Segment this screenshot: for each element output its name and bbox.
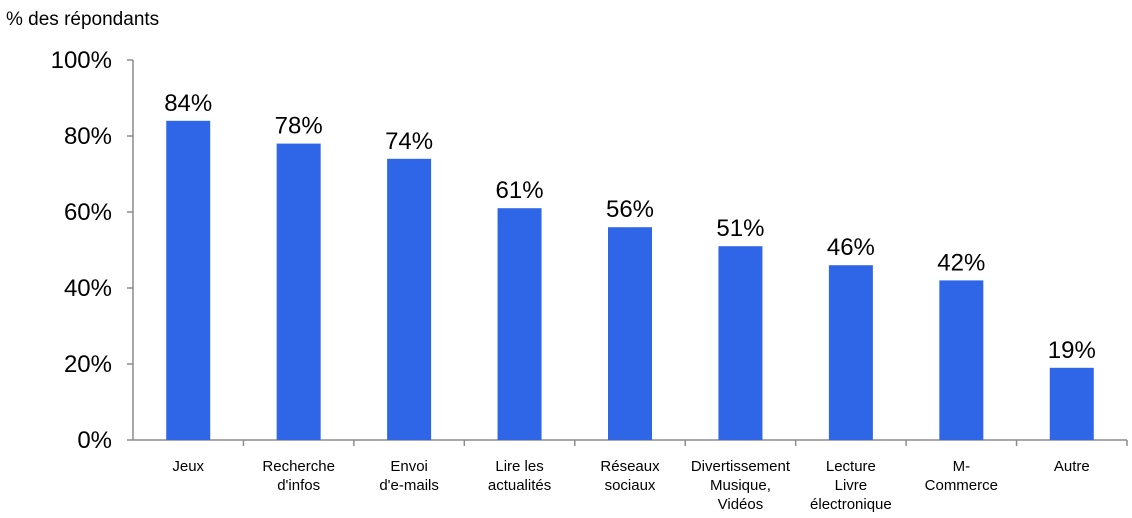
category-label: Recherche d'infos (262, 458, 335, 494)
bar (166, 120, 211, 441)
bar-value-label: 56% (606, 196, 654, 223)
bars: 84% 78% 74% 61% 56% 51% 46% 42% 19% (164, 90, 1096, 441)
y-tick-label: 0% (77, 427, 112, 454)
bar-value-label: 46% (827, 234, 875, 261)
bar-value-label: 74% (385, 128, 433, 155)
category-label: Jeux (172, 458, 204, 475)
y-tick-label: 40% (64, 275, 112, 302)
category-label: Lecture Livre électronique (810, 458, 892, 513)
bar-value-label: 84% (164, 90, 212, 117)
bar (608, 227, 652, 440)
bar-value-label: 42% (937, 249, 985, 276)
category-label: M-Commerce (925, 458, 998, 494)
axes: 0% 20% 40% 60% 80% 100% Jeux Recherche d'infos En… (51, 47, 1128, 513)
bar-value-label: 61% (496, 177, 544, 204)
y-tick-label: 60% (64, 199, 112, 226)
bar-value-label: 78% (275, 113, 323, 140)
bar (939, 280, 984, 440)
bar (497, 208, 542, 440)
bar-value-label: 51% (716, 215, 764, 242)
category-label: Réseaux sociaux (600, 458, 660, 494)
category-label: Autre (1054, 458, 1090, 475)
bar (276, 143, 321, 440)
y-tick-label: 80% (64, 123, 112, 150)
y-tick-label: 20% (64, 351, 112, 378)
bar (718, 246, 763, 440)
bar (828, 265, 873, 440)
y-axis-title: % des répondants (6, 9, 159, 30)
y-tick-label: 100% (51, 47, 112, 74)
bar (1049, 367, 1094, 440)
category-label: Divertissement Musique, Vidéos (691, 458, 791, 513)
category-label: Envoi d'e-mails (379, 458, 439, 494)
category-label: Lire les actualités (488, 458, 551, 494)
bar (387, 158, 432, 441)
bar-value-label: 19% (1048, 337, 1096, 364)
